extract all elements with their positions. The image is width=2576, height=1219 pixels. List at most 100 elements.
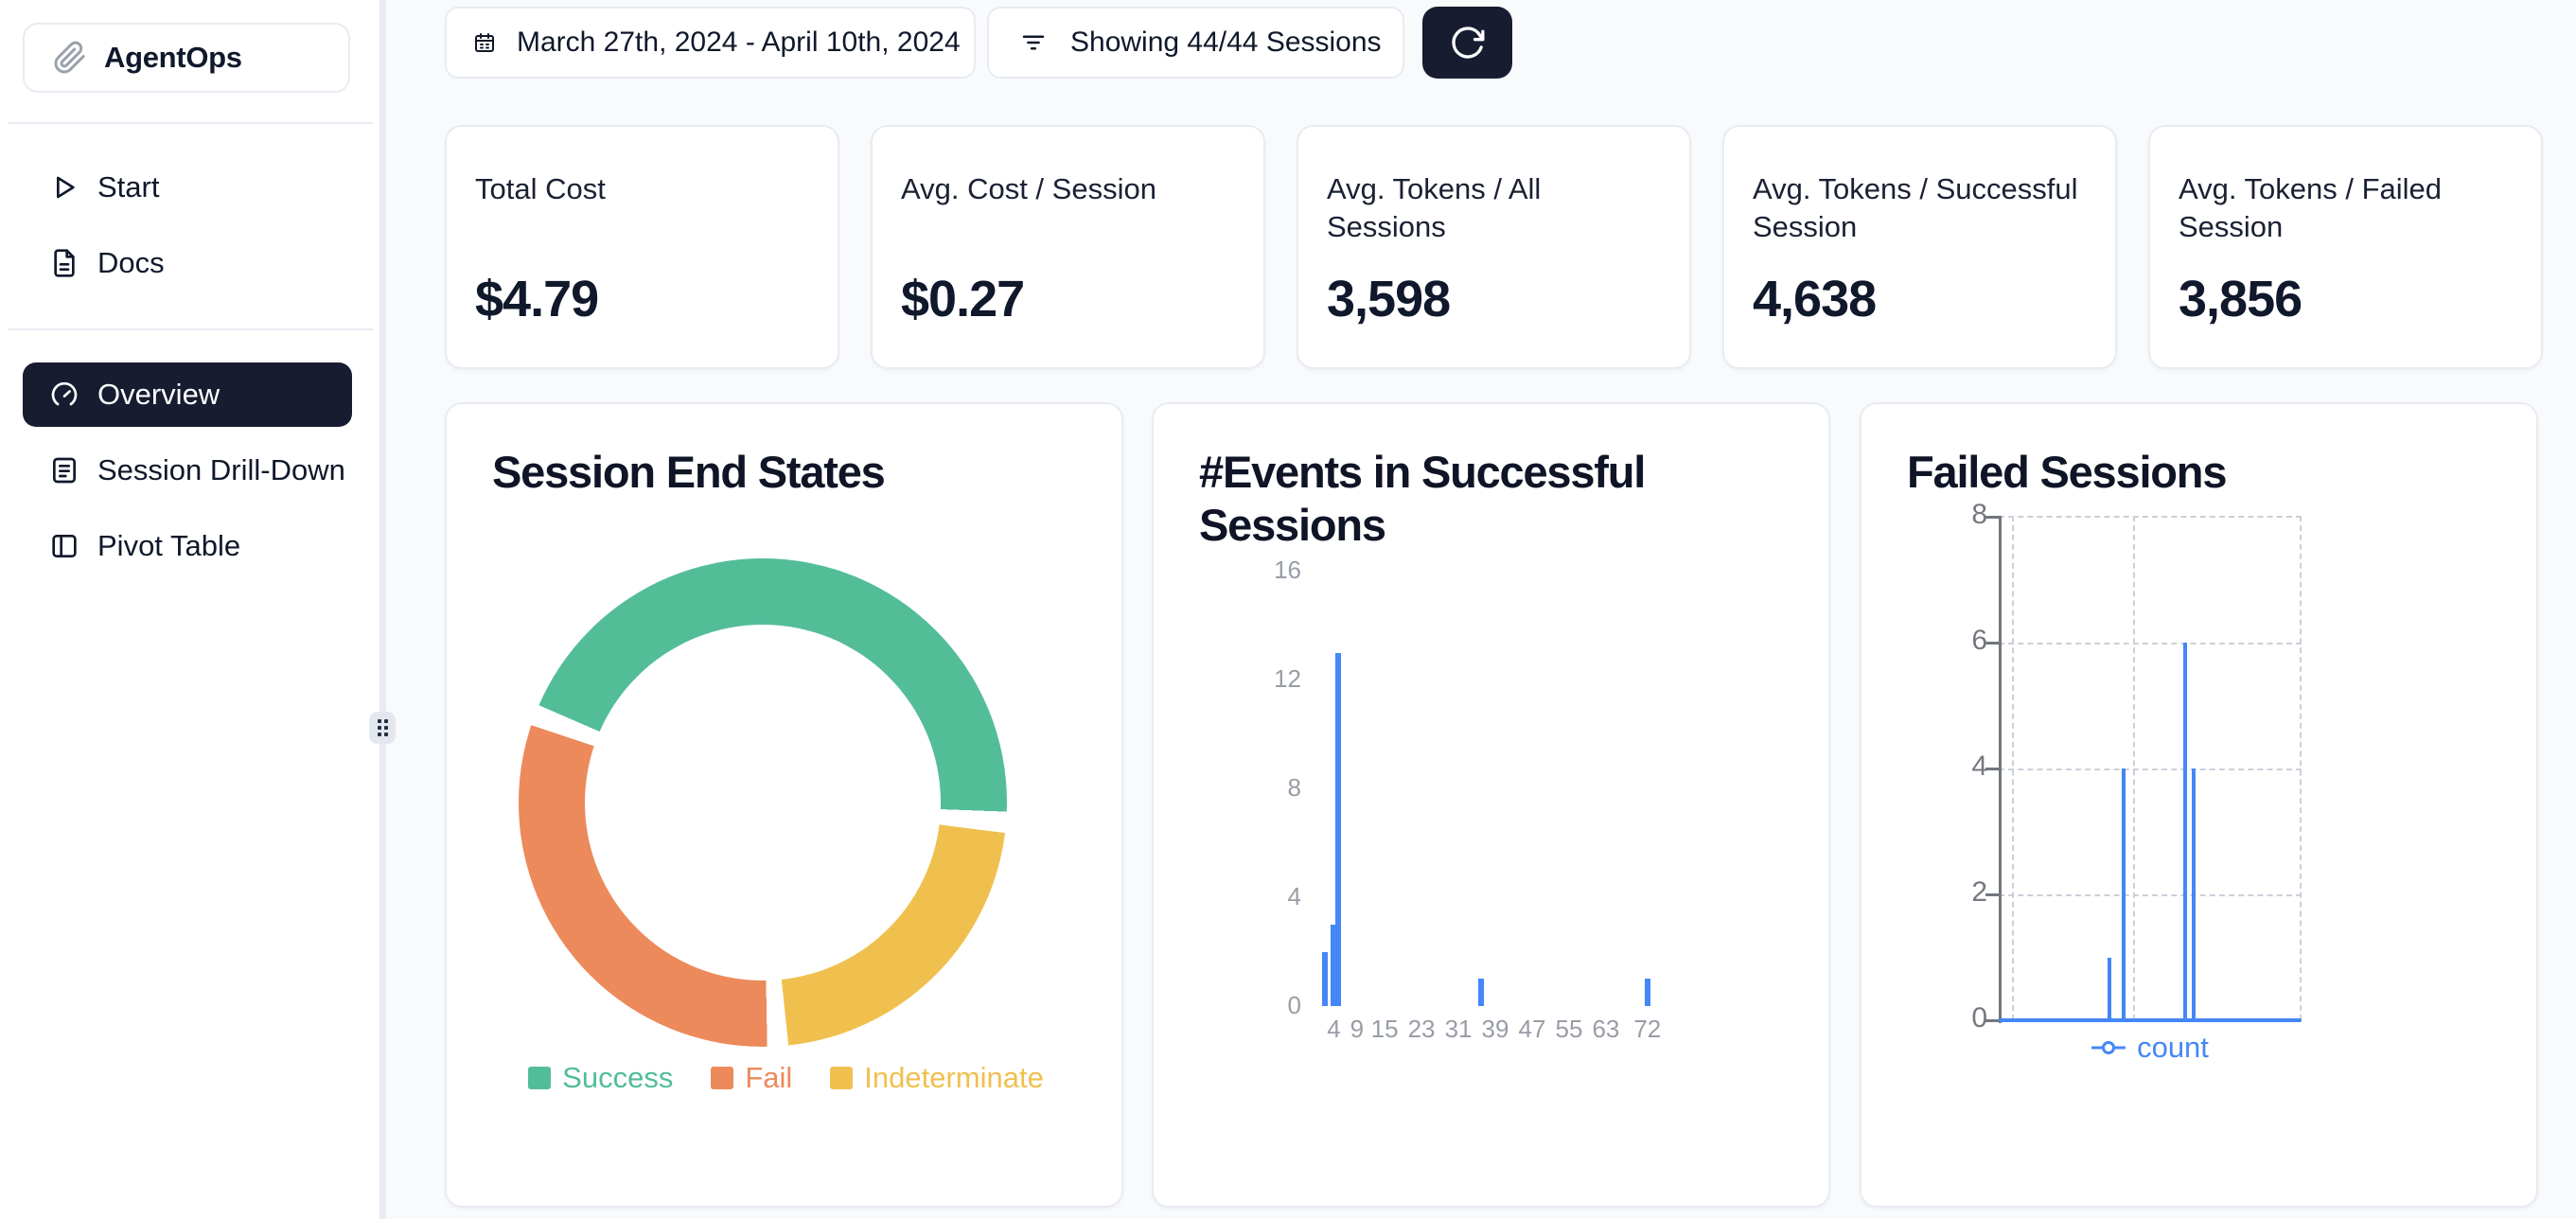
x-axis-tick-label: 15 [1370,1015,1399,1043]
play-icon [49,172,79,203]
stat-card: Avg. Cost / Session $0.27 [871,125,1265,369]
y-axis-tick-label: 0 [1971,1002,1987,1034]
session-end-states-card: Session End States Success Fail Indetermin… [445,402,1123,1208]
histogram-bar [1331,924,1337,1006]
horizontal-gridline [1999,643,2302,645]
chart-title: #Events in Successful Sessions [1199,447,1646,550]
grip-dots-icon [377,719,388,736]
stat-card: Avg. Tokens / Successful Session 4,638 [1722,125,2117,369]
date-range-picker[interactable]: March 27th, 2024 - April 10th, 2024 [445,7,976,79]
histogram-bar [1321,951,1328,1006]
chart-title: Session End States [492,447,886,497]
x-axis-tick-label: 4 [1327,1015,1341,1043]
legend-item-fail: Fail [711,1061,792,1095]
y-axis-tick [1985,516,1999,519]
notes-icon [49,455,79,486]
sidebar-item-docs[interactable]: Docs [23,231,352,295]
sessions-filter-label: Showing 44/44 Sessions [1070,26,1382,58]
legend-item-success: Success [528,1061,673,1095]
y-axis-tick-label: 6 [1971,625,1987,656]
y-axis-line [1999,516,2002,1023]
legend-label: Indeterminate [864,1061,1044,1094]
chart-title: Failed Sessions [1907,447,2227,497]
sidebar-item-label: Overview [97,378,221,411]
refresh-icon [1449,24,1487,62]
horizontal-gridline [1999,768,2302,770]
y-axis-tick-label: 12 [1274,664,1301,694]
stat-value: $0.27 [901,271,1025,327]
sidebar-item-start[interactable]: Start [23,155,352,220]
stat-label: Avg. Tokens / Successful Session [1753,172,2078,243]
y-axis-tick-label: 8 [1971,499,1987,530]
donut-hole [585,625,941,980]
vertical-gridline [2133,516,2135,1020]
sidebar-divider [8,328,373,330]
stat-label: Avg. Cost / Session [901,172,1156,205]
sidebar-nav-main: Overview Session Drill-Down Pivot Table [23,362,352,590]
x-axis-tick-label: 39 [1481,1015,1509,1043]
histogram-bar [1335,652,1342,1006]
y-axis-tick-label: 16 [1274,556,1301,585]
line-series-marker-icon [2091,1039,2126,1056]
histogram-bar [1644,979,1650,1006]
filter-icon [1019,28,1048,57]
count-spike [2108,957,2112,1020]
stat-card: Avg. Tokens / All Sessions 3,598 [1297,125,1691,369]
sidebar-item-label: Start [97,170,160,203]
legend-swatch [711,1067,734,1089]
histogram-bar [1478,979,1485,1006]
sessions-filter-button[interactable]: Showing 44/44 Sessions [987,7,1404,79]
events-histogram-plot: 0 4 8 12 16 4 9 15 23 31 39 47 55 63 72 [1154,404,1828,1206]
stat-label: Avg. Tokens / Failed Session [2179,172,2443,243]
y-axis-tick [1985,642,1999,645]
stats-row: Total Cost $4.79 Avg. Cost / Session $0.27 A… [445,125,2543,369]
y-axis-tick-label: 8 [1287,773,1301,803]
document-icon [49,248,79,278]
sidebar-item-pivot-table[interactable]: Pivot Table [23,514,352,578]
sidebar-nav-top: Start Docs [23,155,352,307]
legend-label: Success [562,1061,674,1094]
plot-dashed-border [1999,516,2302,1020]
app-title: AgentOps [104,41,242,74]
sidebar-item-label: Pivot Table [97,529,241,562]
x-axis-tick-label: 55 [1555,1015,1583,1043]
legend-item-indeterminate: Indeterminate [830,1061,1044,1095]
stat-card: Total Cost $4.79 [445,125,839,369]
stat-value: 3,856 [2179,271,2303,327]
date-range-label: March 27th, 2024 - April 10th, 2024 [517,26,961,58]
calendar-icon [473,31,496,54]
line-series-label: count [2137,1031,2209,1064]
stat-value: 3,598 [1327,271,1451,327]
failed-sessions-card: Failed Sessions 0 2 4 6 8 count [1860,402,2538,1208]
count-spike [2183,643,2188,1020]
sidebar-item-overview[interactable]: Overview [23,362,352,427]
y-axis-tick [1985,768,1999,770]
gauge-icon [49,380,79,410]
legend-swatch [830,1067,854,1089]
x-axis-tick-label: 72 [1633,1015,1662,1043]
y-axis-tick-label: 4 [1287,882,1301,911]
y-axis-tick [1985,893,1999,896]
line-legend: count [1999,1031,2302,1065]
count-baseline [1999,1018,2302,1022]
count-spike [2122,768,2126,1020]
legend-swatch [528,1067,552,1089]
paperclip-logo-icon [53,41,87,75]
count-spike [2192,768,2197,1020]
x-axis-tick-label: 9 [1350,1015,1365,1043]
stat-label: Total Cost [475,172,606,205]
horizontal-gridline [1999,894,2302,896]
x-axis-tick-label: 47 [1518,1015,1546,1043]
x-axis-tick-label: 31 [1444,1015,1473,1043]
failed-sessions-plot: 0 2 4 6 8 count [1861,404,2536,1206]
vertical-gridline [2012,516,2014,1020]
panel-resize-handle[interactable] [369,712,396,744]
sidebar-item-session-drill-down[interactable]: Session Drill-Down [23,438,352,503]
y-axis-tick-label: 4 [1971,751,1987,782]
stat-value: 4,638 [1753,271,1877,327]
refresh-button[interactable] [1422,7,1512,79]
logo[interactable]: AgentOps [23,23,350,93]
sidebar-item-label: Session Drill-Down [97,453,345,486]
legend-label: Fail [745,1061,793,1094]
